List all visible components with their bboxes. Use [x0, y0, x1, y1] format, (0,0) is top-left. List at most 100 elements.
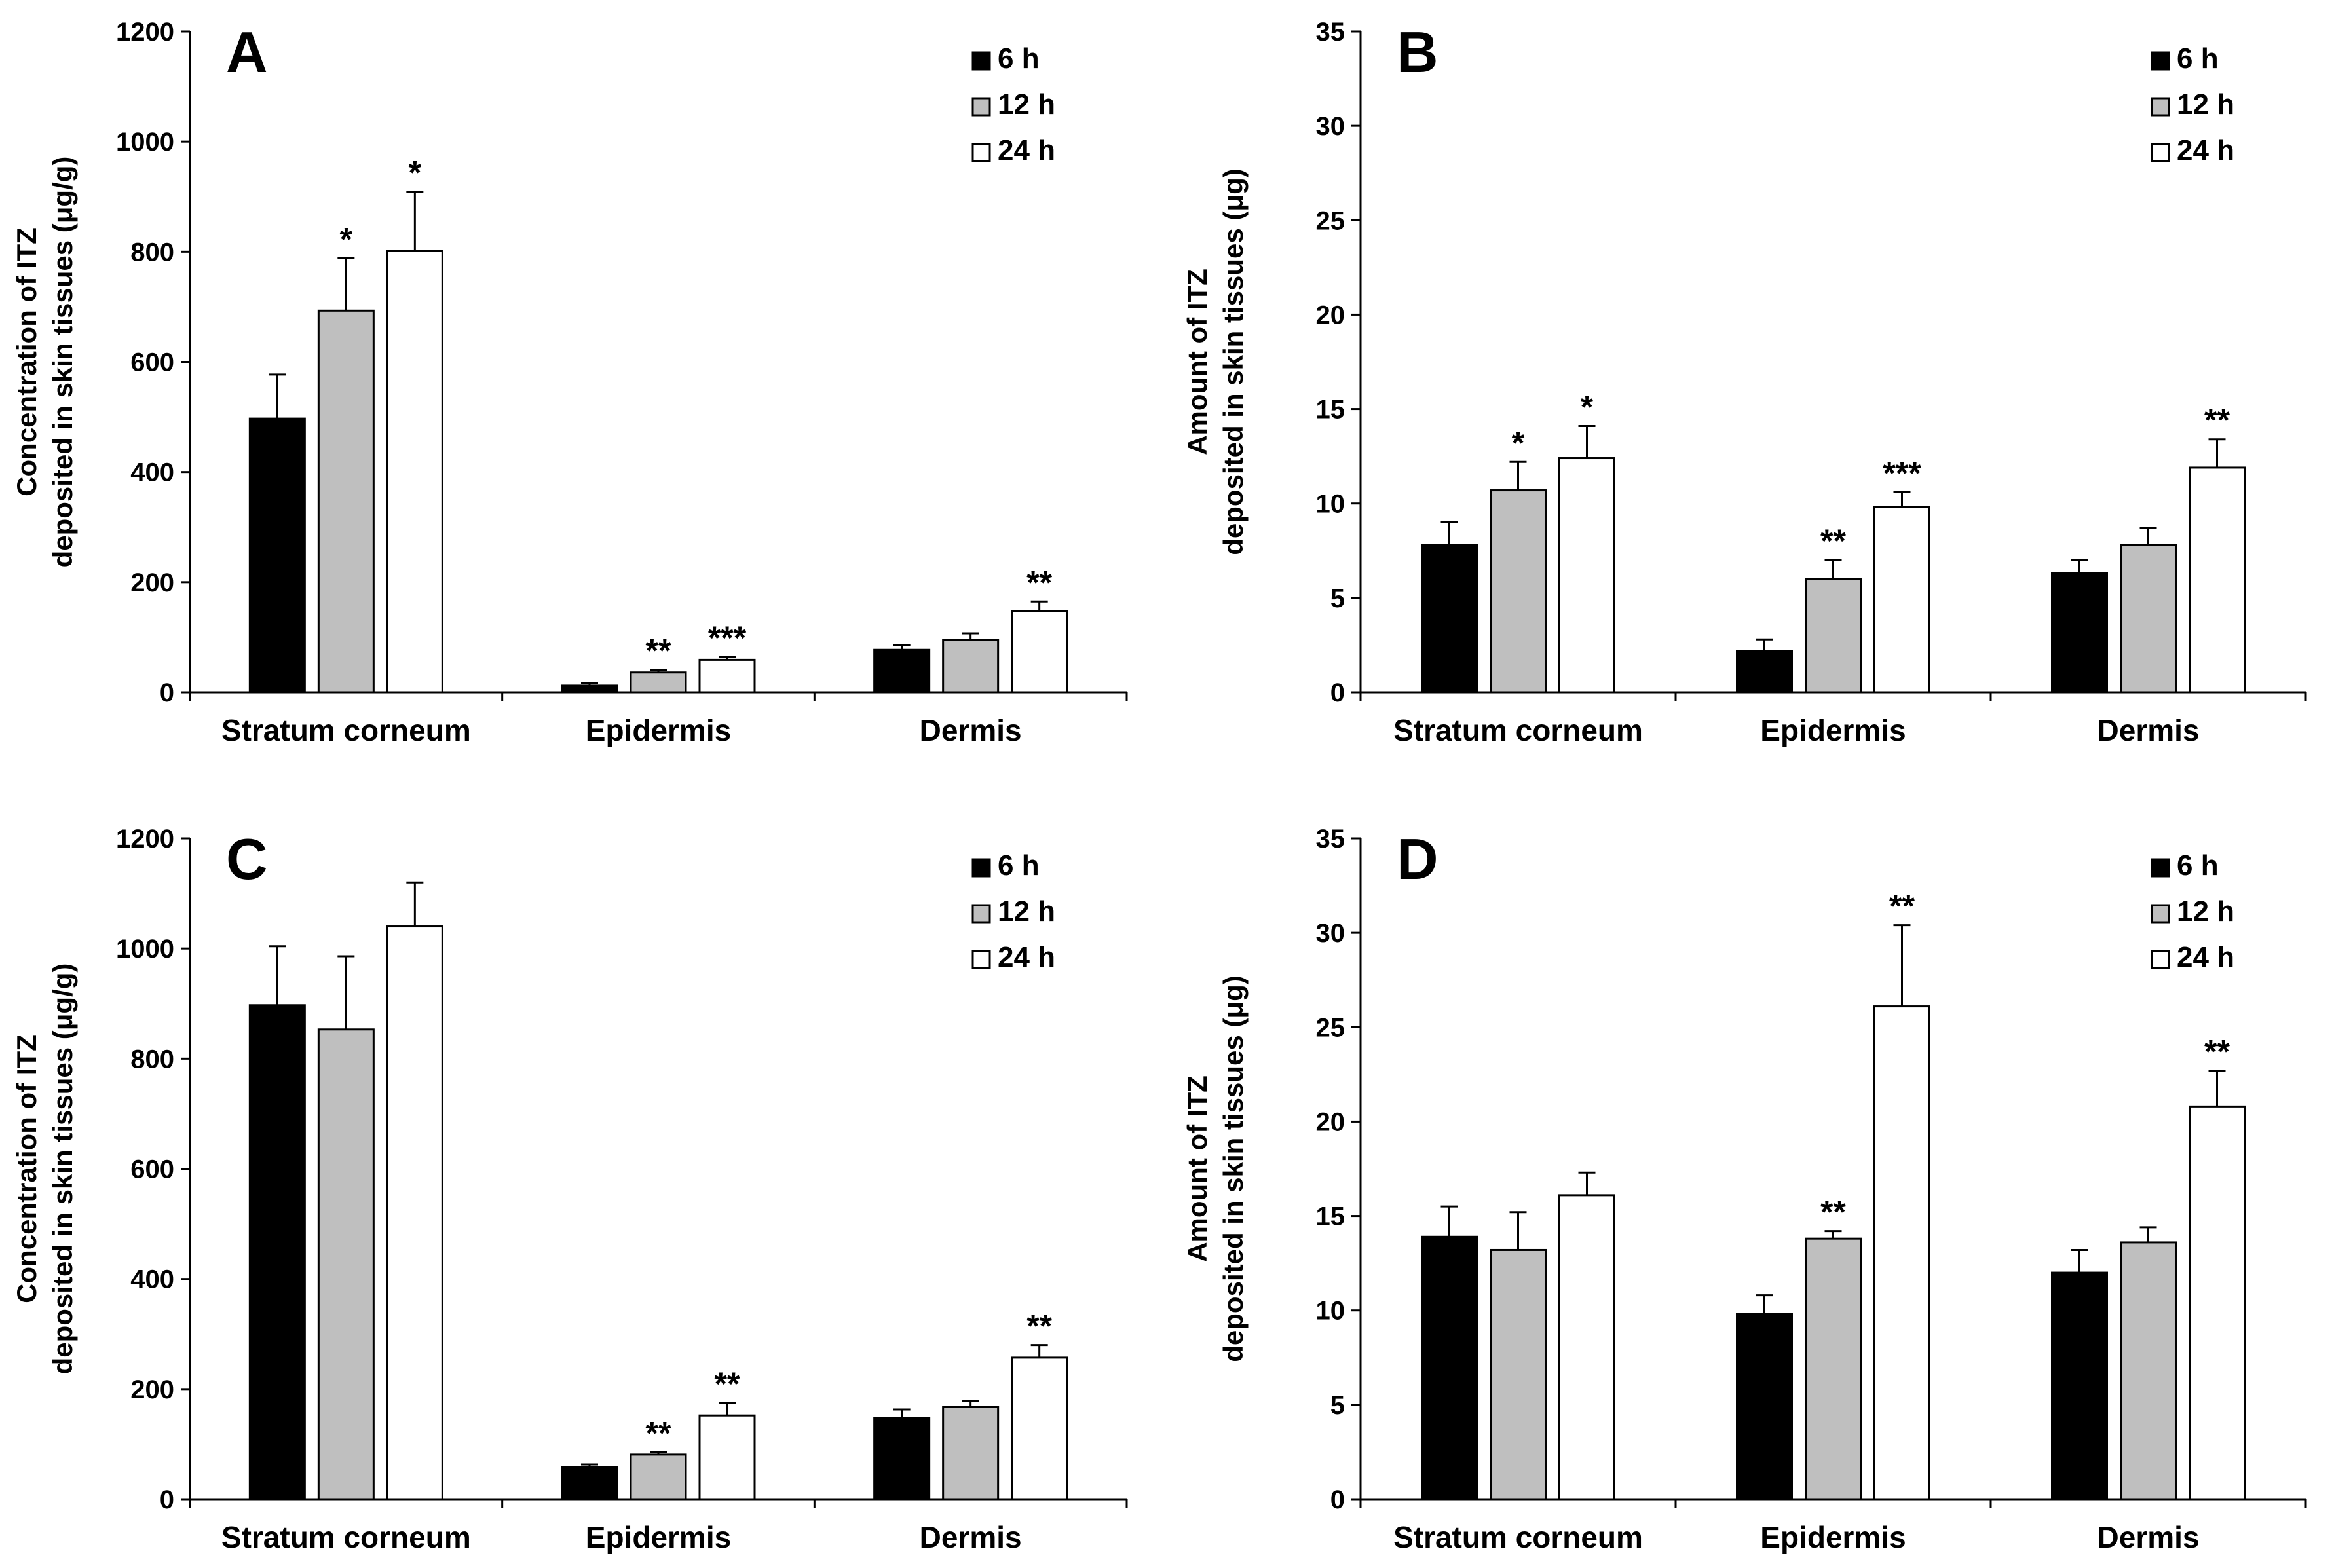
panel-a-bar-2-2	[1011, 610, 1068, 694]
panel-b-y-tick-label-5: 25	[1316, 206, 1345, 235]
panel-c-y-tick-label-2: 400	[130, 1265, 174, 1294]
panel-c-y-tick-label-0: 0	[160, 1485, 174, 1514]
panel-b-legend-swatch-2	[2151, 143, 2170, 162]
panel-b-significance-1-1: **	[1820, 523, 1846, 559]
panel-a-y-tick-label-0: 0	[160, 679, 174, 707]
panel-d-legend-swatch-1	[2151, 904, 2170, 924]
panel-d-category-label-0: Stratum corneum	[1393, 1520, 1643, 1554]
panel-c-bar-2-0	[386, 925, 443, 1501]
panel-d-y-tick-label-6: 30	[1316, 919, 1345, 948]
panel-d-bar-2-2	[2189, 1105, 2246, 1501]
panel-b-significance-2-1: ***	[1883, 455, 1921, 491]
panel-c-significance-2-1: **	[715, 1366, 740, 1402]
panel-b-bar-2-0	[1558, 457, 1615, 694]
panel-a-legend-label-1: 12 h	[998, 88, 1055, 121]
panel-a-significance-2-2: **	[1026, 564, 1052, 601]
panel-b-category-label-0: Stratum corneum	[1393, 713, 1643, 747]
panel-b-y-tick-label-1: 5	[1330, 584, 1345, 613]
panel-c-bar-0-1	[561, 1466, 618, 1501]
panel-a: 0 200 400 600 800 1000 1200 Stratum corneum Epid…	[11, 18, 1128, 747]
panel-c-bar-0-2	[873, 1417, 931, 1501]
panel-d-significance-2-2: **	[2204, 1034, 2230, 1070]
panel-b-bar-1-1	[1805, 578, 1862, 694]
panel-a-bar-1-1	[630, 671, 687, 694]
panel-d-bar-0-0	[1421, 1235, 1478, 1501]
panel-c-legend-label-2: 24 h	[998, 941, 1055, 973]
panel-c-y-tick-label-1: 200	[130, 1375, 174, 1404]
panel-b-bar-0-0	[1421, 544, 1478, 694]
panel-d-y-axis-title-line-1: Amount of ITZ	[1182, 1075, 1213, 1262]
panel-d-legend-label-1: 12 h	[2177, 895, 2234, 927]
panel-b-y-tick-label-2: 10	[1316, 490, 1345, 519]
panel-a-bar-1-2	[942, 639, 1000, 694]
panel-c-letter: C	[226, 827, 268, 891]
panel-b-y-axis-title-line-1: Amount of ITZ	[1182, 269, 1213, 455]
panel-d: 0 5 10 15 20 25 30 35 Stratum corneum Epidermis De…	[1182, 825, 2307, 1554]
panel-d-y-tick-label-5: 25	[1316, 1013, 1345, 1042]
panel-a-y-axis-title-line-1: Concentration of ITZ	[11, 227, 42, 496]
panel-a-significance-2-0: *	[409, 155, 422, 191]
panel-b-significance-2-0: *	[1581, 389, 1594, 426]
panel-b-y-tick-label-7: 35	[1316, 18, 1345, 47]
panel-c-legend-label-1: 12 h	[998, 895, 1055, 927]
panel-b-y-axis-title-line-2: deposited in skin tissues (μg)	[1218, 168, 1249, 555]
panel-c-legend-swatch-2	[971, 950, 991, 969]
panel-b-y-tick-label-0: 0	[1330, 679, 1345, 707]
panel-b-legend-swatch-0	[2151, 51, 2170, 71]
panel-d-bar-2-0	[1558, 1194, 1615, 1501]
panel-a-legend-swatch-0	[971, 51, 991, 71]
panel-d-bar-1-0	[1490, 1248, 1547, 1501]
panel-d-bar-0-2	[2051, 1271, 2108, 1501]
panel-d-category-label-1: Epidermis	[1760, 1520, 1906, 1554]
panel-a-legend-label-0: 6 h	[998, 43, 1040, 75]
panel-a-y-tick-label-5: 1000	[116, 128, 174, 157]
panel-d-y-tick-label-7: 35	[1316, 825, 1345, 853]
panel-b-legend-swatch-1	[2151, 97, 2170, 117]
panel-d-y-tick-label-4: 20	[1316, 1108, 1345, 1136]
panel-d-y-tick-label-2: 10	[1316, 1297, 1345, 1326]
panel-d-legend-swatch-2	[2151, 950, 2170, 969]
panel-c-significance-2-2: **	[1026, 1308, 1052, 1345]
panel-c-y-axis-title-line-2: deposited in skin tissues (μg/g)	[47, 963, 78, 1375]
panel-a-y-tick-label-4: 800	[130, 238, 174, 267]
panel-c-y-tick-label-4: 800	[130, 1045, 174, 1073]
panel-c-y-tick-label-3: 600	[130, 1155, 174, 1184]
panel-b: 0 5 10 15 20 25 30 35 Stratum corneum Epidermis De…	[1182, 18, 2307, 747]
panel-c-bar-0-0	[248, 1004, 306, 1501]
panel-b-bar-1-0	[1490, 489, 1547, 694]
panel-a-letter: A	[226, 20, 268, 84]
panel-c-category-label-1: Epidermis	[586, 1520, 731, 1554]
panel-c-bar-1-2	[942, 1406, 1000, 1501]
panel-a-y-tick-label-3: 600	[130, 348, 174, 377]
panel-c-y-tick-label-5: 1000	[116, 935, 174, 963]
panel-d-y-tick-label-1: 5	[1330, 1391, 1345, 1420]
panel-c-category-label-2: Dermis	[920, 1520, 1022, 1554]
panel-c-y-axis-title-line-1: Concentration of ITZ	[11, 1034, 42, 1303]
panel-b-legend-label-0: 6 h	[2177, 43, 2219, 75]
panel-a-bar-0-0	[248, 417, 306, 694]
panel-d-bar-2-1	[1873, 1005, 1930, 1501]
panel-c-significance-1-1: **	[646, 1415, 671, 1452]
panel-a-y-axis-title-line-2: deposited in skin tissues (μg/g)	[47, 157, 78, 568]
panel-b-y-tick-label-3: 15	[1316, 396, 1345, 424]
panel-d-y-tick-label-0: 0	[1330, 1485, 1345, 1514]
panel-c-bar-2-1	[698, 1414, 756, 1501]
panel-d-legend-label-2: 24 h	[2177, 941, 2234, 973]
panel-d-legend-swatch-0	[2151, 858, 2170, 878]
panel-b-letter: B	[1397, 20, 1439, 84]
panel-c-bar-1-0	[317, 1028, 375, 1501]
panel-a-legend-swatch-1	[971, 97, 991, 117]
panel-c: 0 200 400 600 800 1000 1200 Stratum corneum Epid…	[11, 825, 1128, 1554]
panel-a-bar-2-0	[386, 250, 443, 694]
panel-d-letter: D	[1397, 827, 1439, 891]
panel-c-bar-2-2	[1011, 1356, 1068, 1501]
panel-a-y-tick-label-1: 200	[130, 569, 174, 597]
panel-b-bar-0-1	[1736, 650, 1793, 694]
panel-a-significance-2-1: ***	[708, 620, 747, 656]
panel-d-significance-1-1: **	[1820, 1194, 1846, 1231]
panel-c-legend-swatch-0	[971, 858, 991, 878]
panel-b-category-label-1: Epidermis	[1760, 713, 1906, 747]
panel-b-bar-1-2	[2120, 544, 2177, 694]
panel-b-bar-0-2	[2051, 572, 2108, 694]
